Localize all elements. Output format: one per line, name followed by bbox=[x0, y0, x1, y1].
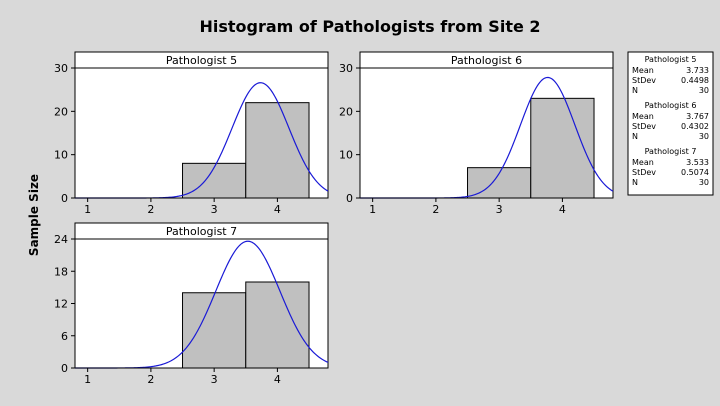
y-tick-label: 0 bbox=[346, 192, 353, 205]
legend-stat-value: 3.533 bbox=[686, 158, 709, 167]
legend-stat-label: Mean bbox=[632, 66, 654, 75]
y-tick-label: 18 bbox=[54, 265, 68, 278]
x-tick-label: 3 bbox=[496, 203, 503, 216]
y-tick-label: 0 bbox=[61, 192, 68, 205]
y-tick-label: 30 bbox=[54, 62, 68, 75]
x-tick-label: 2 bbox=[147, 373, 154, 386]
legend-stat-label: Mean bbox=[632, 112, 654, 121]
panel-header bbox=[74, 222, 329, 240]
panel-title: Pathologist 7 bbox=[166, 225, 237, 238]
legend-panel-heading: Pathologist 7 bbox=[645, 147, 697, 156]
histogram-bar bbox=[530, 97, 595, 199]
y-tick-label: 24 bbox=[54, 233, 68, 246]
legend-stat-value: 0.4302 bbox=[681, 122, 709, 131]
y-tick-label: 0 bbox=[61, 362, 68, 375]
y-axis-label: Sample Size bbox=[27, 174, 41, 256]
legend-stat-value: 30 bbox=[699, 178, 709, 187]
panel-header bbox=[74, 51, 329, 69]
histogram-bar bbox=[182, 162, 247, 199]
legend-stat-value: 30 bbox=[699, 132, 709, 141]
panel-title: Pathologist 5 bbox=[166, 54, 237, 67]
histogram-bar bbox=[245, 281, 310, 369]
x-tick-label: 1 bbox=[84, 203, 91, 216]
y-tick-label: 10 bbox=[54, 149, 68, 162]
legend-stat-value: 30 bbox=[699, 86, 709, 95]
y-tick-label: 20 bbox=[339, 105, 353, 118]
x-tick-label: 3 bbox=[211, 373, 218, 386]
legend-stat-label: StDev bbox=[632, 122, 656, 131]
legend-stat-value: 3.767 bbox=[686, 112, 709, 121]
legend-stat-label: N bbox=[632, 132, 638, 141]
legend-stat-label: N bbox=[632, 86, 638, 95]
panel-header bbox=[359, 51, 614, 69]
x-tick-label: 4 bbox=[274, 203, 281, 216]
legend-stat-label: Mean bbox=[632, 158, 654, 167]
x-tick-label: 2 bbox=[147, 203, 154, 216]
x-tick-label: 1 bbox=[84, 373, 91, 386]
panel-2: Pathologist 6 0 10 20 30 1 2 3 4 bbox=[339, 51, 614, 216]
x-tick-label: 1 bbox=[369, 203, 376, 216]
legend-stat-value: 3.733 bbox=[686, 66, 709, 75]
y-tick-label: 30 bbox=[339, 62, 353, 75]
panel-title: Pathologist 6 bbox=[451, 54, 522, 67]
panel-1: Pathologist 5 0 10 20 30 1 2 3 4 bbox=[54, 51, 329, 216]
y-tick-label: 6 bbox=[61, 330, 68, 343]
y-tick-label: 20 bbox=[54, 105, 68, 118]
x-tick-label: 4 bbox=[559, 203, 566, 216]
legend-stat-value: 0.4498 bbox=[681, 76, 709, 85]
legend-stat-label: StDev bbox=[632, 168, 656, 177]
y-tick-label: 12 bbox=[54, 298, 68, 311]
x-tick-label: 3 bbox=[211, 203, 218, 216]
legend-stat-label: StDev bbox=[632, 76, 656, 85]
legend-stat-label: N bbox=[632, 178, 638, 187]
legend-panel-heading: Pathologist 6 bbox=[645, 101, 697, 110]
x-tick-label: 2 bbox=[432, 203, 439, 216]
legend-panel-heading: Pathologist 5 bbox=[645, 55, 697, 64]
histogram-bar bbox=[245, 102, 310, 199]
chart-title: Histogram of Pathologists from Site 2 bbox=[199, 17, 540, 36]
y-tick-label: 10 bbox=[339, 149, 353, 162]
legend-frame bbox=[627, 51, 714, 196]
histogram-bar bbox=[182, 292, 247, 369]
x-tick-label: 4 bbox=[274, 373, 281, 386]
legend-stat-value: 0.5074 bbox=[681, 168, 709, 177]
